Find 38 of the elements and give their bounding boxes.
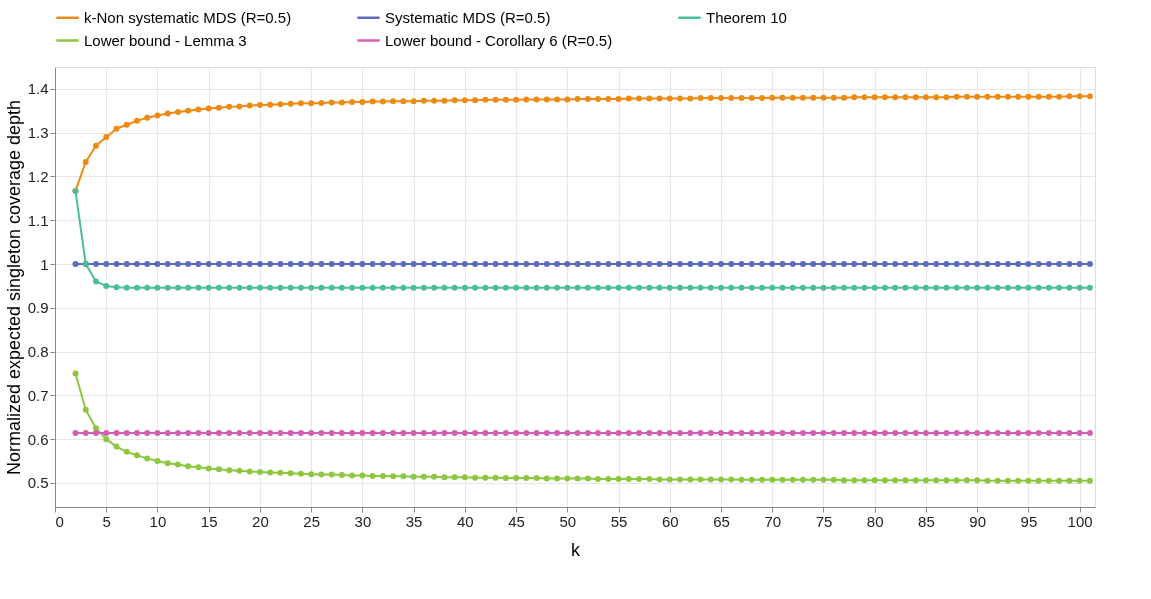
y-tick-label: 1.4 [27,80,49,98]
x-tick-label: 85 [918,512,935,530]
legend-label: k-Non systematic MDS (R=0.5) [84,8,292,26]
y-tick-label: 0.9 [27,299,49,317]
x-tick-label: 60 [661,512,679,530]
x-tick-label: 100 [1067,512,1093,530]
x-tick-label: 5 [102,512,111,530]
x-tick-label: 55 [610,512,628,530]
y-tick-label: 0.7 [27,386,49,404]
x-tick-label: 0 [55,512,64,530]
x-tick-label: 65 [713,512,730,530]
y-tick-label: 1.2 [27,167,49,185]
legend-label: Lower bound - Lemma 3 [84,31,247,49]
y-tick-label: 0.8 [27,343,49,361]
legend-label: Systematic MDS (R=0.5) [385,8,551,26]
legend-label: Lower bound - Corollary 6 (R=0.5) [385,31,613,49]
x-tick-label: 15 [200,512,218,530]
legend-label: Theorem 10 [706,8,787,26]
x-tick-label: 35 [405,512,423,530]
y-tick-label: 0.5 [27,474,49,492]
y-tick-label: 1.3 [27,124,49,142]
x-tick-label: 30 [354,512,372,530]
y-tick-label: 1.1 [27,211,49,229]
x-tick-label: 70 [764,512,782,530]
y-tick-label: 0.6 [27,430,49,448]
x-tick-label: 40 [457,512,474,530]
x-axis-title: k [571,539,581,560]
x-tick-label: 75 [815,512,833,530]
x-tick-label: 10 [149,512,167,530]
x-tick-label: 45 [508,512,525,530]
x-tick-label: 90 [969,512,987,530]
y-axis-title: Normalized expected singleton coverage depth [3,99,24,476]
x-tick-label: 25 [303,512,320,530]
x-tick-label: 20 [252,512,269,530]
x-tick-label: 80 [866,512,884,530]
x-tick-label: 50 [559,512,577,530]
y-tick-label: 1 [40,255,49,273]
x-tick-label: 95 [1020,512,1038,530]
